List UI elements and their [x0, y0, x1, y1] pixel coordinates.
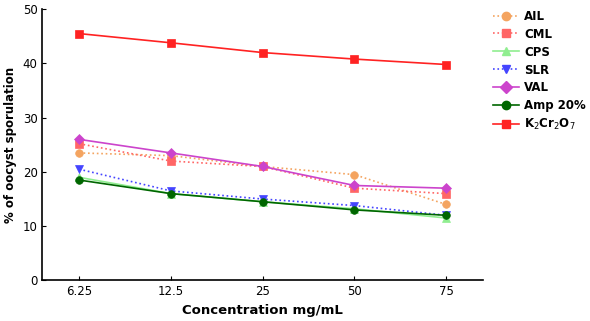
Y-axis label: % of oocyst sporulation: % of oocyst sporulation: [4, 67, 17, 223]
Legend: AIL, CML, CPS, SLR, VAL, Amp 20%, K$_2$Cr$_2$O$_7$: AIL, CML, CPS, SLR, VAL, Amp 20%, K$_2$C…: [493, 10, 586, 133]
X-axis label: Concentration mg/mL: Concentration mg/mL: [182, 304, 343, 317]
